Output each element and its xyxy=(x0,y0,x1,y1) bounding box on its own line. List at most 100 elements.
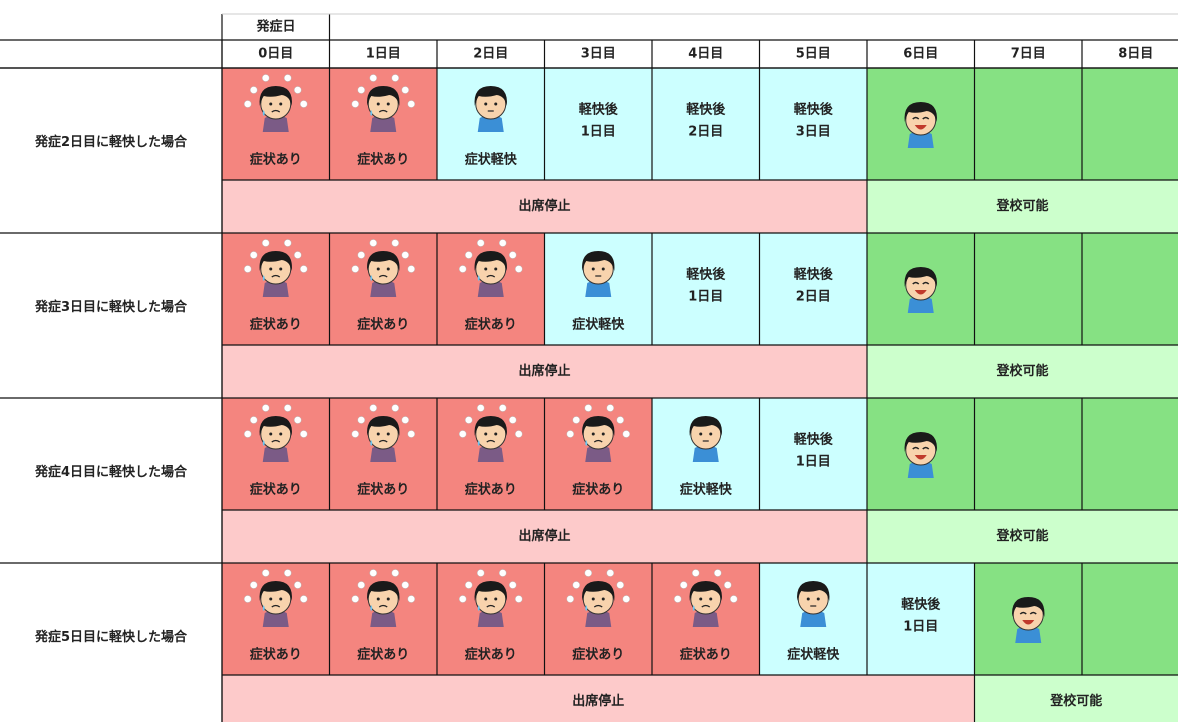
status-text: 登校可能 xyxy=(1049,693,1102,709)
icon-spark xyxy=(407,100,415,108)
person-icon xyxy=(582,251,615,297)
icon-spark xyxy=(244,265,252,273)
icon-mouth xyxy=(593,439,603,443)
cell-text: 軽快後 xyxy=(794,267,834,283)
icon-mouth xyxy=(271,274,281,278)
icon-sweat xyxy=(585,440,588,446)
icon-spark xyxy=(407,265,415,273)
icon-body xyxy=(262,445,289,462)
icon-spark xyxy=(509,416,517,424)
day-cell xyxy=(759,68,867,180)
icon-body xyxy=(370,280,397,297)
cell-text: 症状あり xyxy=(250,482,302,498)
icon-eye xyxy=(484,267,488,271)
icon-mouth xyxy=(486,439,496,443)
icon-hair xyxy=(367,581,400,601)
day-cell xyxy=(1082,233,1178,345)
icon-hair xyxy=(367,416,400,436)
person-icon xyxy=(689,416,722,462)
icon-spark xyxy=(401,86,409,94)
icon-eye xyxy=(279,597,283,601)
person-icon xyxy=(351,569,415,627)
icon-spark xyxy=(300,265,308,273)
icon-hair xyxy=(689,416,722,436)
icon-spark xyxy=(407,595,415,603)
icon-spark xyxy=(250,86,258,94)
cell-text: 症状あり xyxy=(250,152,302,168)
cell-text: 症状あり xyxy=(357,317,409,333)
icon-eye xyxy=(591,597,595,601)
status-cell xyxy=(222,510,867,563)
cell-text: 症状あり xyxy=(357,482,409,498)
cell-text: 症状あり xyxy=(465,482,517,498)
cell-text: 1日目 xyxy=(688,290,723,305)
icon-spark xyxy=(250,251,258,259)
icon-spark xyxy=(369,74,377,82)
icon-mouth xyxy=(378,604,388,608)
row-label: 発症5日目に軽快した場合 xyxy=(34,629,188,645)
icon-eye xyxy=(709,597,713,601)
day-header: 2日目 xyxy=(473,47,508,62)
icon-spark xyxy=(509,581,517,589)
icon-eye xyxy=(484,597,488,601)
cell-text: 軽快後 xyxy=(686,102,726,118)
icon-eye xyxy=(386,267,390,271)
icon-hair xyxy=(259,581,292,601)
icon-spark xyxy=(294,581,302,589)
person-icon xyxy=(244,569,308,627)
cell-text: 軽快後 xyxy=(794,102,834,118)
icon-eye xyxy=(601,597,605,601)
icon-spark xyxy=(407,430,415,438)
icon-spark xyxy=(465,416,473,424)
icon-body xyxy=(370,445,397,462)
day-cell xyxy=(759,233,867,345)
icon-eye xyxy=(279,267,283,271)
icon-eye xyxy=(699,597,703,601)
icon-mouth xyxy=(378,109,388,113)
status-text: 登校可能 xyxy=(995,363,1048,379)
person-icon xyxy=(904,432,937,478)
day-header: 8日目 xyxy=(1118,47,1153,62)
icon-spark xyxy=(459,265,467,273)
icon-spark xyxy=(622,595,630,603)
cell-text: 症状あり xyxy=(465,647,517,663)
icon-spark xyxy=(357,416,365,424)
icon-spark xyxy=(616,581,624,589)
icon-eye xyxy=(816,597,820,601)
icon-body xyxy=(370,115,397,132)
person-icon xyxy=(351,404,415,462)
icon-spark xyxy=(566,595,574,603)
cell-text: 軽快後 xyxy=(686,267,726,283)
icon-hair xyxy=(582,416,615,436)
icon-sweat xyxy=(370,440,373,446)
status-cell xyxy=(222,180,867,233)
icon-mouth xyxy=(914,455,927,460)
icon-hair xyxy=(689,581,722,601)
icon-spark xyxy=(509,251,517,259)
icon-spark xyxy=(515,265,523,273)
icon-eye xyxy=(912,116,930,120)
person-icon xyxy=(459,569,523,627)
icon-eye xyxy=(591,267,595,271)
cell-text: 症状あり xyxy=(250,317,302,333)
icon-spark xyxy=(244,100,252,108)
icon-body xyxy=(262,280,289,297)
icon-spark xyxy=(606,569,614,577)
day-cell xyxy=(1082,563,1178,675)
icon-mouth xyxy=(378,439,388,443)
icon-body xyxy=(477,610,504,627)
icon-eye xyxy=(269,432,273,436)
row-label-cell xyxy=(0,398,222,563)
icon-body xyxy=(907,131,934,148)
icon-hair xyxy=(582,581,615,601)
icon-spark xyxy=(584,569,592,577)
person-icon xyxy=(904,102,937,148)
day-header: 1日目 xyxy=(366,47,401,62)
icon-spark xyxy=(351,430,359,438)
icon-hair xyxy=(582,251,615,271)
icon-body xyxy=(692,610,719,627)
icon-spark xyxy=(391,239,399,247)
person-icon xyxy=(566,569,630,627)
cell-text: 3日目 xyxy=(796,125,831,140)
